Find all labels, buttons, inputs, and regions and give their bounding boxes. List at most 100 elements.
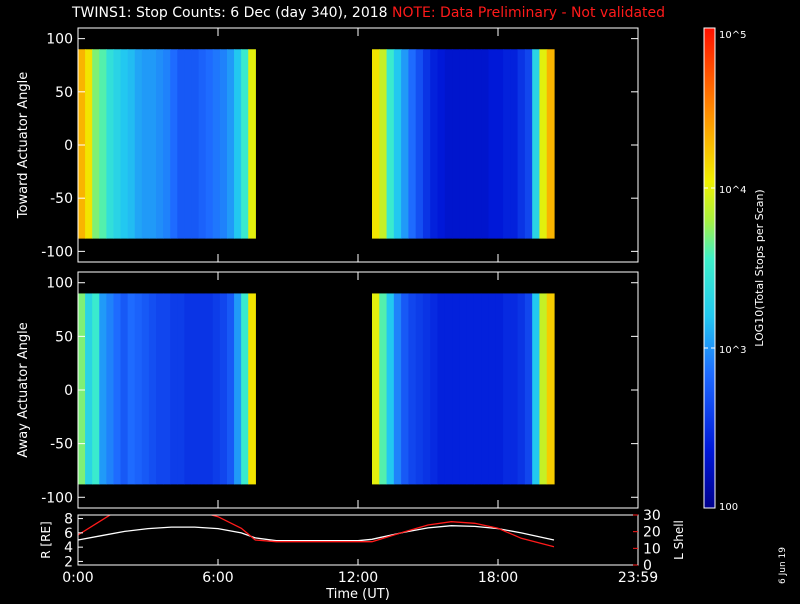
- heatmap-cell: [517, 293, 526, 485]
- heatmap-cell: [106, 49, 115, 239]
- colorbar-tick-label: 10^3: [719, 345, 746, 356]
- heatmap-cell: [503, 293, 511, 485]
- heatmap-cell: [92, 49, 100, 239]
- left-tick-label: 6: [64, 526, 73, 542]
- heatmap-cell: [170, 49, 178, 239]
- heatmap-cell: [170, 293, 178, 485]
- heatmap-cell: [539, 293, 548, 485]
- r-distance-line: [78, 525, 555, 542]
- heatmap-cell: [452, 293, 460, 485]
- heatmap-cell: [134, 293, 143, 485]
- heatmap-cell: [85, 49, 93, 239]
- heatmap-cell: [127, 49, 136, 239]
- heatmap-cell: [481, 49, 490, 239]
- heatmap-cell: [85, 293, 93, 485]
- y-axis-label: Away Actuator Angle: [16, 322, 31, 457]
- y-tick-label: 100: [46, 32, 73, 48]
- heatmap-cell: [226, 293, 235, 485]
- heatmap-cell: [78, 49, 86, 239]
- colorbar: [703, 27, 716, 509]
- colorbar-tick-label: 10^5: [719, 30, 746, 41]
- title-text: TWINS1: Stop Counts: 6 Dec (day 340), 20…: [72, 5, 388, 21]
- right-tick-label: 30: [643, 508, 661, 524]
- right-tick-label: 10: [643, 541, 661, 557]
- heatmap-cell: [408, 293, 417, 485]
- heatmap-cell: [422, 293, 431, 485]
- plot-title: TWINS1: Stop Counts: 6 Dec (day 340), 20…: [72, 5, 665, 21]
- x-axis-label: Time (UT): [325, 587, 390, 600]
- x-tick-label: 18:00: [478, 570, 518, 586]
- x-tick-label: 0:00: [62, 570, 93, 586]
- heatmap-cell: [466, 293, 475, 485]
- y-tick-label: 0: [64, 383, 73, 399]
- heatmap-cell: [459, 49, 468, 239]
- heatmap-cell: [156, 293, 164, 485]
- heatmap-cell: [473, 49, 482, 239]
- heatmap-cell: [437, 49, 446, 239]
- right-axis-label: L Shell: [672, 520, 686, 560]
- heatmap-cell: [156, 49, 164, 239]
- heatmap-cell: [444, 293, 453, 485]
- heatmap-cell: [184, 49, 193, 239]
- data-segment: [372, 49, 555, 239]
- heatmap-cell: [393, 293, 402, 485]
- heatmap-cell: [99, 293, 107, 485]
- heatmap-cell: [106, 293, 115, 485]
- heatmap-cell: [546, 293, 555, 485]
- heatmap-cell: [532, 293, 541, 485]
- heatmap-cell: [92, 293, 100, 485]
- left-tick-label: 8: [64, 512, 73, 528]
- heatmap-cell: [532, 49, 541, 239]
- y-tick-label: -50: [50, 437, 73, 453]
- colorbar-tick-label: 10^4: [719, 185, 746, 196]
- heatmap-cell: [466, 49, 475, 239]
- y-tick-label: 100: [46, 276, 73, 292]
- heatmap-cell: [408, 49, 417, 239]
- heatmap-cell: [488, 293, 497, 485]
- data-segment: [78, 49, 256, 239]
- left-tick-label: 2: [64, 554, 73, 570]
- heatmap-cell: [177, 293, 185, 485]
- heatmap-cell: [219, 293, 228, 485]
- heatmap-cell: [78, 293, 86, 485]
- preliminary-note: NOTE: Data Preliminary - Not validated: [392, 5, 666, 21]
- y-tick-label: -100: [41, 490, 73, 506]
- heatmap-cell: [415, 49, 424, 239]
- left-tick-label: 4: [64, 540, 73, 556]
- generation-date: 6 Jun 19: [778, 547, 788, 584]
- heatmap-cell: [113, 293, 122, 485]
- y-tick-label: 50: [55, 85, 73, 101]
- heatmap-cell: [524, 293, 533, 485]
- heatmap-cell: [430, 293, 439, 485]
- right-tick-label: 0: [643, 558, 652, 574]
- heatmap-cell: [212, 293, 221, 485]
- heatmap-cell: [120, 293, 129, 485]
- heatmap-cell: [444, 49, 453, 239]
- x-tick-label: 23:59: [618, 570, 658, 586]
- heatmap-cell: [546, 49, 555, 239]
- heatmap-cell: [241, 293, 249, 485]
- y-tick-label: 50: [55, 329, 73, 345]
- heatmap-cell: [386, 293, 395, 485]
- heatmap-cell: [241, 49, 249, 239]
- heatmap-cell: [191, 49, 200, 239]
- data-segment: [78, 293, 256, 485]
- heatmap-cell: [430, 49, 439, 239]
- heatmap-cell: [148, 49, 157, 239]
- heatmap-cell: [510, 49, 519, 239]
- heatmap-cell: [401, 49, 409, 239]
- heatmap-cell: [219, 49, 228, 239]
- heatmap-cell: [99, 49, 107, 239]
- heatmap-cell: [372, 293, 380, 485]
- heatmap-cell: [452, 49, 460, 239]
- heatmap-cell: [212, 49, 221, 239]
- heatmap-cell: [401, 293, 409, 485]
- heatmap-cell: [517, 49, 526, 239]
- heatmap-cell: [422, 49, 431, 239]
- heatmap-cell: [148, 293, 157, 485]
- heatmap-cell: [141, 293, 150, 485]
- heatmap-panel-2: [78, 293, 555, 485]
- heatmap-cell: [386, 49, 395, 239]
- colorbar-label: LOG10(Total Stops per Scan): [753, 189, 766, 346]
